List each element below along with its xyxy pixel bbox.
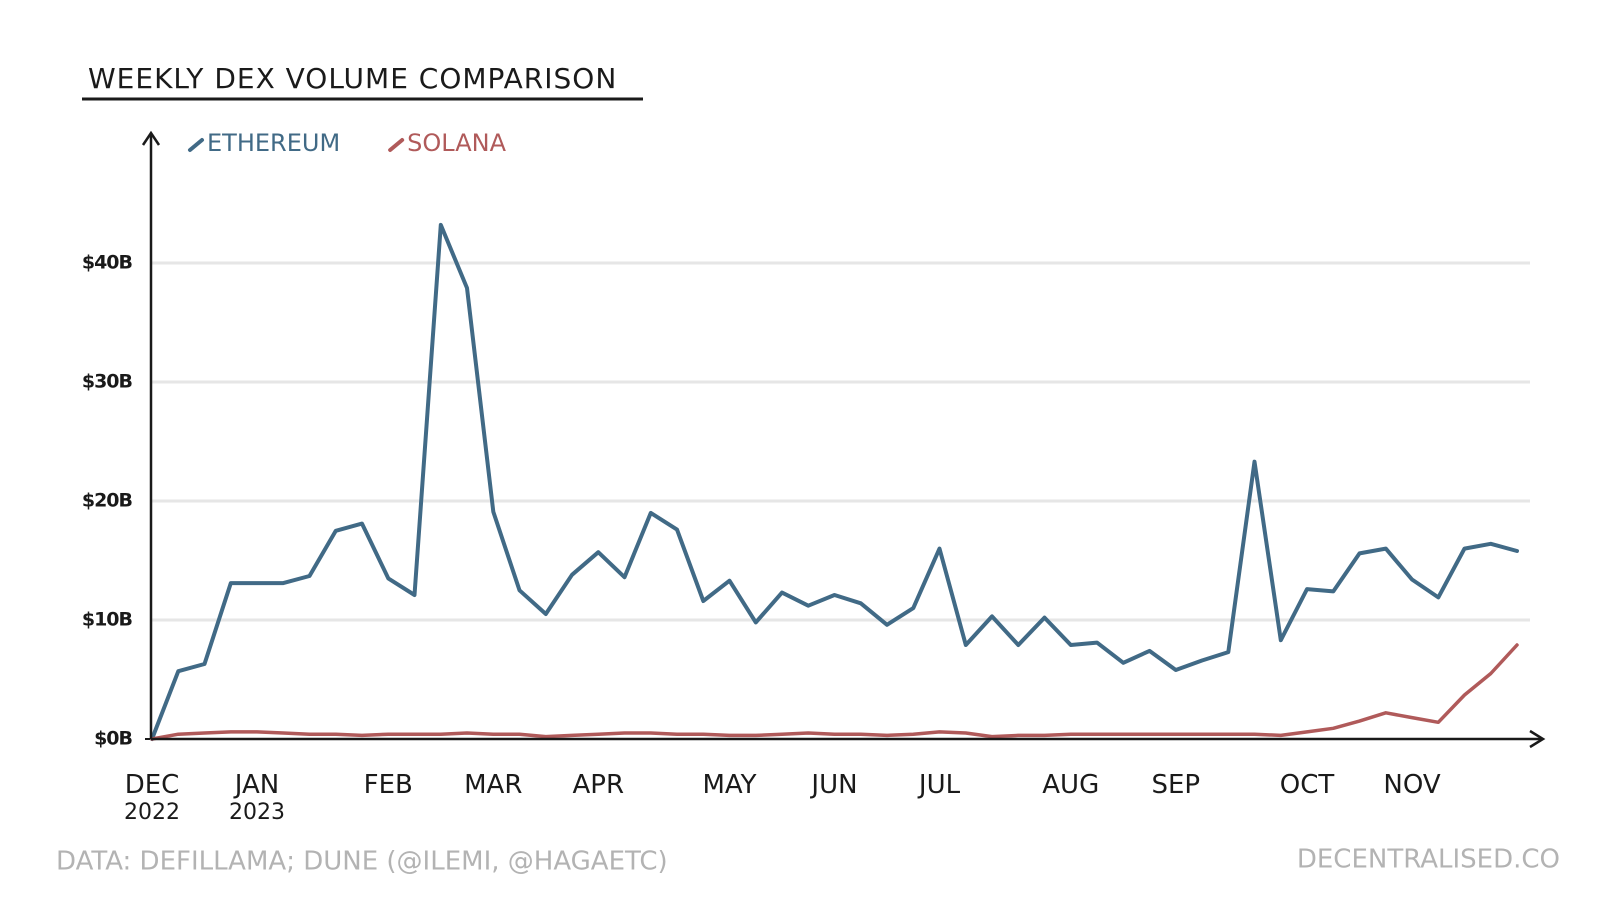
x-tick-label: SEP [1151, 770, 1200, 800]
legend-swatch [188, 138, 204, 152]
y-axis-arrow [141, 130, 161, 146]
y-tick-label: $40B [82, 252, 133, 274]
y-tick-label: $30B [82, 371, 133, 393]
legend-label: ETHEREUM [207, 129, 340, 157]
x-tick-label: DEC 2022 [124, 770, 180, 826]
y-tick-label: $0B [94, 728, 132, 750]
legend-label: SOLANA [407, 129, 506, 157]
plot [150, 222, 1519, 741]
x-tick-label: JUN [809, 770, 857, 800]
x-tick-label: OCT [1280, 770, 1335, 800]
x-tick-label: JAN 2023 [229, 770, 285, 826]
brand: DECENTRALISED.CO [1297, 845, 1560, 875]
grid [145, 261, 1530, 740]
x-axis-arrow [1529, 729, 1546, 749]
x-tick-label: APR [572, 770, 624, 800]
x-tick-label: FEB [364, 770, 413, 800]
source-note: DATA: DEFILLAMA; DUNE (@ILEMI, @HAGAETC) [56, 847, 668, 877]
series-line [150, 222, 1519, 741]
x-tick-label: MAY [702, 770, 756, 800]
y-tick-label: $20B [82, 490, 133, 512]
x-tick-label: AUG [1042, 770, 1099, 800]
chart-title: WEEKLY DEX VOLUME COMPARISON [88, 62, 617, 95]
y-tick-label: $10B [82, 609, 133, 631]
legend-swatch [388, 138, 405, 152]
x-tick-label: JUL [917, 770, 961, 800]
x-tick-label: NOV [1383, 770, 1440, 800]
x-tick-label: MAR [464, 770, 522, 800]
series-line [150, 643, 1519, 741]
